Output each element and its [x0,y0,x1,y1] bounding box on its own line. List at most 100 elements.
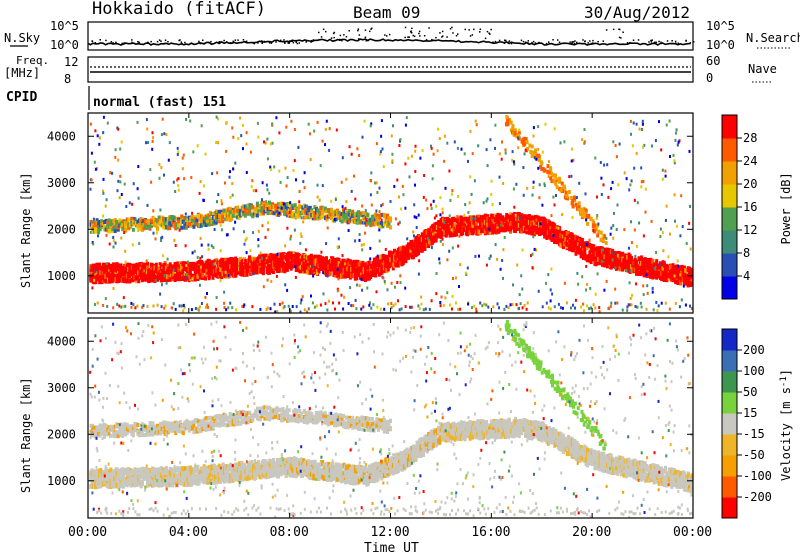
data-point [258,204,262,208]
data-point [320,214,324,219]
data-point [189,119,192,123]
data-point [486,164,489,168]
data-point [503,236,506,239]
data-point [537,153,541,158]
noise-search-point [181,42,183,45]
data-point [504,151,507,155]
data-point [251,269,255,275]
data-point [245,171,248,174]
data-point [287,202,291,207]
data-point [398,220,401,224]
data-point [190,214,194,219]
data-point [278,131,281,135]
noise-search-point [435,36,437,39]
data-point [577,282,580,286]
data-point [640,166,643,170]
data-point [548,167,552,172]
data-point [537,166,540,170]
data-point [242,305,245,309]
noise-search-point [156,40,159,43]
data-point [544,122,547,126]
data-point [289,310,292,314]
data-point [202,219,206,224]
noise-search-point [312,39,315,41]
noise-search-point [671,40,673,42]
data-point [215,141,218,144]
freq-panel-frame [87,56,694,83]
noise-search-point [503,42,506,44]
data-point [362,262,366,268]
data-point [96,273,100,279]
data-point [125,262,129,268]
data-point [646,291,649,295]
data-point [421,149,424,152]
data-point [612,140,615,144]
noise-search-point [654,41,656,43]
noise-search-point [548,41,550,43]
data-point [363,221,366,225]
noise-search-point [404,36,406,39]
noise-search-point [504,39,506,41]
data-point [261,181,264,185]
data-point [341,254,344,257]
data-point [629,183,632,187]
noise-search-point [446,36,448,38]
data-point [202,199,205,202]
data-point [219,266,223,272]
data-point [511,150,514,154]
data-point [535,248,537,252]
noise-search-point [449,28,452,30]
data-point [589,217,593,222]
data-point [307,122,310,126]
freq-left-tick-top: 12 [64,55,78,69]
noise-search-point [532,40,535,43]
noise-search-point [164,39,167,41]
data-point [363,119,366,123]
data-point [223,212,226,216]
data-point [169,222,173,227]
data-point [266,157,269,161]
data-point [177,188,180,192]
data-point [570,233,574,239]
noise-search-point [322,28,325,31]
data-point [550,179,554,184]
data-point [565,193,569,198]
data-point [665,264,669,270]
data-point [143,263,147,269]
data-point [237,137,240,140]
freq-label-line2: [MHz] [4,66,40,80]
data-point [286,210,290,215]
data-point [529,215,533,221]
noise-search-point [105,39,107,42]
noise-search-point [234,39,237,41]
data-point [592,303,595,307]
data-point [679,273,682,277]
data-point [618,266,622,272]
data-point [382,165,385,169]
freq-right-tick-bottom: 0 [706,71,713,85]
data-point [254,260,258,266]
data-point [545,281,548,285]
data-point [287,213,291,218]
data-point [212,264,216,270]
data-point [258,262,262,268]
data-point [113,225,117,230]
noise-panel: N.Sky 10^5 10^0 10^5 10^0 N.Search [4,19,800,52]
data-point [378,215,382,220]
data-point [266,137,269,141]
data-point [410,244,414,250]
noise-search-point [291,40,293,42]
data-point [264,141,267,145]
noise-search-point [296,42,299,45]
data-point [275,261,279,267]
data-point [299,258,303,264]
data-point [422,232,425,238]
data-point [557,176,561,181]
data-point [177,223,181,228]
data-point [289,207,293,212]
noise-search-point [164,42,166,45]
data-point [485,199,488,203]
data-point [265,202,268,207]
data-point [615,228,618,231]
noise-search-point [131,41,133,44]
